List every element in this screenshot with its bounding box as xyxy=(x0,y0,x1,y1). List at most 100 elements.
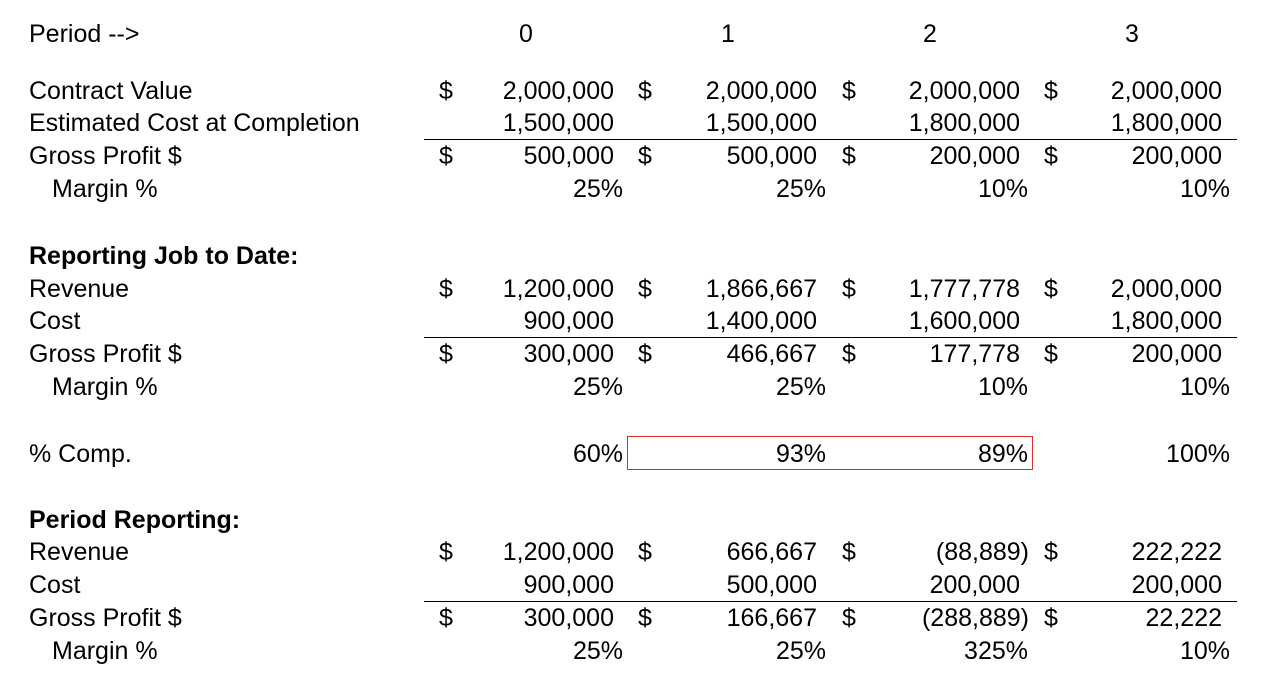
dollar-sign: $ xyxy=(842,340,856,368)
table-cell: 10% xyxy=(977,373,1028,401)
table-cell: 1,400,000 xyxy=(705,307,817,335)
period-header-label: Period --> xyxy=(29,20,140,48)
table-cell: 2,000,000 xyxy=(502,77,614,105)
table-cell: 200,000 xyxy=(929,142,1020,170)
dollar-sign: $ xyxy=(439,604,453,632)
subtotal-rule xyxy=(424,139,1237,140)
table-cell: 25% xyxy=(775,373,826,401)
contract-margin-label: Margin % xyxy=(52,175,158,203)
table-cell: 25% xyxy=(775,175,826,203)
subtotal-rule xyxy=(424,601,1237,602)
dollar-sign: $ xyxy=(439,538,453,566)
table-cell: 666,667 xyxy=(726,538,817,566)
table-cell: 2,000,000 xyxy=(705,77,817,105)
table-cell: 100% xyxy=(1166,440,1230,468)
table-cell: 22,222 xyxy=(1145,604,1222,632)
dollar-sign: $ xyxy=(842,538,856,566)
table-cell: 1,866,667 xyxy=(705,275,817,303)
contract-gross-profit-label: Gross Profit $ xyxy=(29,142,182,170)
dollar-sign: $ xyxy=(842,275,856,303)
highlighted-cell-range[interactable] xyxy=(627,436,1033,470)
table-cell: 25% xyxy=(572,373,623,401)
table-cell: (288,889) xyxy=(921,604,1029,632)
dollar-sign: $ xyxy=(638,340,652,368)
dollar-sign: $ xyxy=(1044,604,1058,632)
pr-gross-profit-label: Gross Profit $ xyxy=(29,604,182,632)
table-cell: 500,000 xyxy=(523,142,614,170)
table-cell: 500,000 xyxy=(726,142,817,170)
jtd-gross-profit-label: Gross Profit $ xyxy=(29,340,182,368)
table-cell: 325% xyxy=(964,637,1028,665)
table-cell: 300,000 xyxy=(523,340,614,368)
dollar-sign: $ xyxy=(1044,142,1058,170)
table-cell: 200,000 xyxy=(929,571,1020,599)
table-cell: 2,000,000 xyxy=(908,77,1020,105)
table-cell: 1,777,778 xyxy=(908,275,1020,303)
period-2-header: 2 xyxy=(923,20,937,48)
table-cell: 1,800,000 xyxy=(1110,307,1222,335)
table-cell: 10% xyxy=(1179,637,1230,665)
dollar-sign: $ xyxy=(1044,538,1058,566)
dollar-sign: $ xyxy=(1044,77,1058,105)
table-cell: 1,500,000 xyxy=(502,109,614,137)
period-1-header: 1 xyxy=(721,20,735,48)
pr-revenue-label: Revenue xyxy=(29,538,130,566)
table-cell: 1,200,000 xyxy=(502,538,614,566)
table-cell: 10% xyxy=(1179,373,1230,401)
subtotal-rule xyxy=(424,337,1237,338)
table-cell: 177,778 xyxy=(929,340,1020,368)
dollar-sign: $ xyxy=(439,275,453,303)
dollar-sign: $ xyxy=(638,77,652,105)
table-cell: 200,000 xyxy=(1131,340,1222,368)
dollar-sign: $ xyxy=(638,142,652,170)
jtd-revenue-label: Revenue xyxy=(29,275,130,303)
table-cell: 2,000,000 xyxy=(1110,275,1222,303)
dollar-sign: $ xyxy=(1044,340,1058,368)
table-cell: 500,000 xyxy=(726,571,817,599)
table-cell: 25% xyxy=(572,175,623,203)
table-cell: 900,000 xyxy=(523,307,614,335)
table-cell: 166,667 xyxy=(726,604,817,632)
dollar-sign: $ xyxy=(638,604,652,632)
table-cell: (88,889) xyxy=(935,538,1029,566)
dollar-sign: $ xyxy=(638,275,652,303)
table-cell: 89% xyxy=(977,440,1028,468)
period-0-header: 0 xyxy=(519,20,533,48)
dollar-sign: $ xyxy=(638,538,652,566)
table-cell: 10% xyxy=(977,175,1028,203)
estimated-cost-label: Estimated Cost at Completion xyxy=(29,109,360,137)
table-cell: 222,222 xyxy=(1131,538,1222,566)
table-cell: 2,000,000 xyxy=(1110,77,1222,105)
table-cell: 25% xyxy=(572,637,623,665)
pr-cost-label: Cost xyxy=(29,571,81,599)
table-cell: 200,000 xyxy=(1131,142,1222,170)
job-to-date-title: Reporting Job to Date: xyxy=(29,242,299,270)
dollar-sign: $ xyxy=(439,77,453,105)
dollar-sign: $ xyxy=(842,142,856,170)
table-cell: 1,800,000 xyxy=(908,109,1020,137)
table-cell: 900,000 xyxy=(523,571,614,599)
table-cell: 1,200,000 xyxy=(502,275,614,303)
jtd-margin-label: Margin % xyxy=(52,373,158,401)
table-cell: 93% xyxy=(775,440,826,468)
table-cell: 200,000 xyxy=(1131,571,1222,599)
dollar-sign: $ xyxy=(439,142,453,170)
dollar-sign: $ xyxy=(842,604,856,632)
table-cell: 1,600,000 xyxy=(908,307,1020,335)
jtd-cost-label: Cost xyxy=(29,307,81,335)
pr-margin-label: Margin % xyxy=(52,637,158,665)
table-cell: 1,800,000 xyxy=(1110,109,1222,137)
period-3-header: 3 xyxy=(1125,20,1139,48)
table-cell: 1,500,000 xyxy=(705,109,817,137)
table-cell: 466,667 xyxy=(726,340,817,368)
table-cell: 25% xyxy=(775,637,826,665)
table-cell: 60% xyxy=(572,440,623,468)
period-reporting-title: Period Reporting: xyxy=(29,506,241,534)
table-cell: 10% xyxy=(1179,175,1230,203)
dollar-sign: $ xyxy=(1044,275,1058,303)
percent-complete-label: % Comp. xyxy=(29,440,132,468)
contract-value-label: Contract Value xyxy=(29,77,193,105)
table-cell: 300,000 xyxy=(523,604,614,632)
dollar-sign: $ xyxy=(439,340,453,368)
dollar-sign: $ xyxy=(842,77,856,105)
